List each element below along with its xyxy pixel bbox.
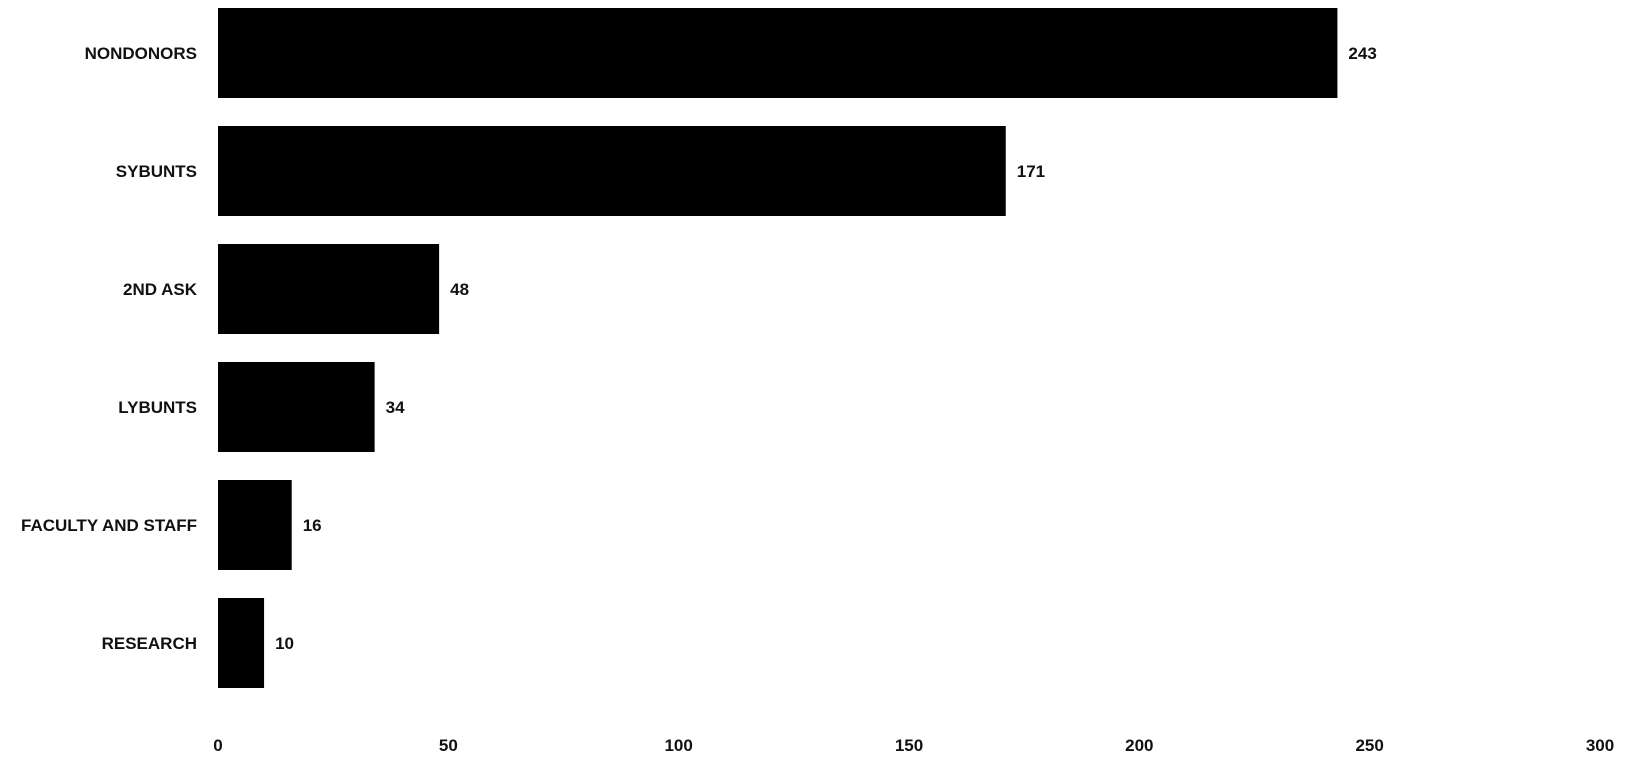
bars <box>218 8 1338 688</box>
bar-lybunts <box>218 362 375 452</box>
x-tick-label-250: 250 <box>1355 736 1383 755</box>
x-axis-tick-labels: 0 50 100 150 200 250 300 <box>213 736 1614 755</box>
value-labels: 243 171 48 34 16 10 <box>275 44 1377 653</box>
category-label-2nd-ask: 2ND ASK <box>123 280 198 299</box>
x-tick-label-100: 100 <box>664 736 692 755</box>
category-label-research: RESEARCH <box>102 634 197 653</box>
x-tick-label-0: 0 <box>213 736 222 755</box>
category-label-sybunts: SYBUNTS <box>116 162 197 181</box>
category-label-faculty-and-staff: FACULTY AND STAFF <box>21 516 197 535</box>
x-tick-label-300: 300 <box>1586 736 1614 755</box>
category-label-nondonors: NONDONORS <box>85 44 197 63</box>
x-tick-label-150: 150 <box>895 736 923 755</box>
category-labels: NONDONORS SYBUNTS 2ND ASK LYBUNTS FACULTY AN… <box>21 44 198 653</box>
value-label-nondonors: 243 <box>1348 44 1376 63</box>
bar-sybunts <box>218 126 1006 216</box>
bar-faculty-and-staff <box>218 480 292 570</box>
bar-nondonors <box>218 8 1338 98</box>
bar-2nd-ask <box>218 244 440 334</box>
bar-research <box>218 598 265 688</box>
x-tick-label-200: 200 <box>1125 736 1153 755</box>
value-label-sybunts: 171 <box>1017 162 1045 181</box>
value-label-research: 10 <box>275 634 294 653</box>
value-label-lybunts: 34 <box>386 398 405 417</box>
value-label-2nd-ask: 48 <box>450 280 469 299</box>
x-tick-label-50: 50 <box>439 736 458 755</box>
category-label-lybunts: LYBUNTS <box>118 398 197 417</box>
value-label-faculty-and-staff: 16 <box>303 516 322 535</box>
